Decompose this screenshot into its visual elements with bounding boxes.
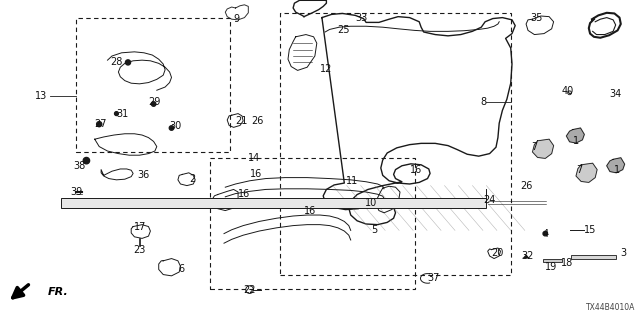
- Circle shape: [97, 122, 102, 127]
- Text: 20: 20: [492, 248, 504, 258]
- Text: 30: 30: [170, 121, 182, 132]
- Text: 7: 7: [531, 142, 538, 152]
- Text: 5: 5: [371, 225, 378, 236]
- Text: 24: 24: [483, 195, 495, 205]
- Polygon shape: [576, 163, 597, 182]
- Text: 3: 3: [621, 248, 627, 258]
- Text: 15: 15: [584, 225, 596, 236]
- Circle shape: [170, 126, 174, 130]
- Text: 16: 16: [304, 206, 316, 216]
- Circle shape: [83, 157, 90, 164]
- Text: 4: 4: [543, 228, 549, 239]
- Text: 36: 36: [138, 170, 150, 180]
- Text: 9: 9: [234, 14, 240, 24]
- Circle shape: [125, 60, 131, 65]
- Text: 38: 38: [74, 161, 86, 172]
- Text: 31: 31: [116, 108, 129, 119]
- Text: 2: 2: [189, 174, 195, 184]
- Text: 18: 18: [561, 258, 573, 268]
- Text: 21: 21: [236, 116, 248, 126]
- Text: 35: 35: [530, 12, 542, 23]
- Text: 12: 12: [320, 64, 332, 74]
- Text: 10: 10: [365, 198, 377, 208]
- Text: 23: 23: [133, 245, 145, 255]
- Text: 16: 16: [238, 188, 250, 199]
- Polygon shape: [532, 139, 554, 158]
- Text: 28: 28: [111, 57, 123, 68]
- Text: 14: 14: [248, 153, 260, 164]
- Circle shape: [543, 231, 548, 236]
- Bar: [280, 13, 511, 275]
- Text: 22: 22: [243, 284, 256, 295]
- Text: 34: 34: [609, 89, 621, 100]
- Bar: [543, 259, 562, 262]
- Text: 27: 27: [95, 119, 108, 129]
- Text: 17: 17: [134, 222, 147, 232]
- Text: 6: 6: [178, 264, 184, 274]
- Text: 1: 1: [573, 136, 579, 146]
- Polygon shape: [566, 128, 584, 143]
- Text: 8: 8: [480, 97, 486, 108]
- Text: 25: 25: [337, 25, 350, 36]
- Text: 16: 16: [250, 169, 262, 180]
- Text: 40: 40: [562, 86, 574, 96]
- Bar: [76, 18, 230, 152]
- Text: 11: 11: [346, 176, 358, 186]
- Bar: [61, 198, 486, 208]
- Text: 1: 1: [614, 164, 621, 175]
- Text: 29: 29: [148, 97, 161, 108]
- Circle shape: [152, 102, 156, 106]
- Text: TX44B4010A: TX44B4010A: [586, 303, 635, 312]
- Polygon shape: [522, 254, 530, 259]
- Text: 19: 19: [545, 262, 557, 272]
- Text: 7: 7: [576, 164, 582, 175]
- Circle shape: [568, 91, 572, 95]
- Text: 13: 13: [35, 91, 47, 101]
- Text: 37: 37: [428, 273, 440, 283]
- Text: 39: 39: [70, 187, 83, 197]
- Bar: [571, 255, 616, 259]
- Text: 32: 32: [522, 251, 534, 261]
- Text: 26: 26: [520, 181, 532, 191]
- Text: 16: 16: [410, 164, 422, 175]
- Bar: [210, 158, 415, 289]
- Text: 26: 26: [251, 116, 263, 126]
- Polygon shape: [607, 158, 625, 173]
- Circle shape: [115, 112, 118, 116]
- Text: FR.: FR.: [47, 287, 68, 297]
- Text: 33: 33: [355, 12, 367, 23]
